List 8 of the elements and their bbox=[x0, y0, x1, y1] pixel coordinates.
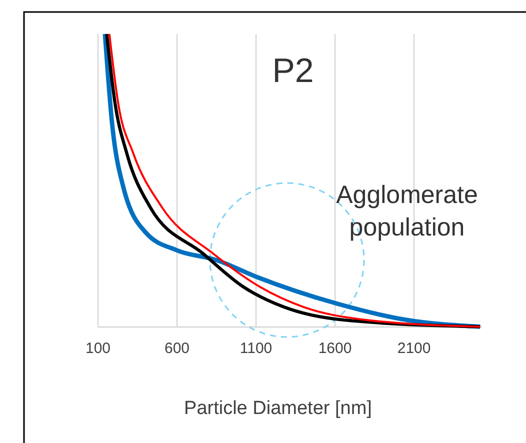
x-tick-label: 1600 bbox=[318, 340, 352, 357]
x-axis-title: Particle Diameter [nm] bbox=[184, 398, 372, 419]
x-tick-label: 1100 bbox=[240, 340, 272, 357]
annotation: Agglomerate population bbox=[336, 181, 478, 242]
annotation: P2 bbox=[272, 52, 314, 90]
x-tick-label: 600 bbox=[164, 340, 190, 357]
x-tick-label: 2100 bbox=[397, 340, 431, 357]
x-tick-label: 100 bbox=[85, 340, 111, 357]
